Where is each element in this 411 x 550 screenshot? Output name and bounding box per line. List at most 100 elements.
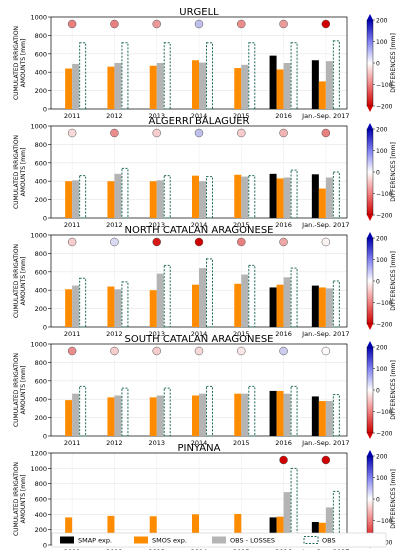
colorbar-tick-label: 100 (376, 39, 388, 46)
smos-bar (192, 284, 199, 327)
smap-bar (311, 396, 319, 436)
difference-marker (279, 128, 288, 138)
colorbar-extend-top (367, 14, 373, 20)
x-tick-label: Jan.-Sep. 2017 (301, 330, 349, 338)
y-tick-label: 600 (35, 496, 47, 504)
colorbar-extend-bottom (367, 215, 373, 221)
smos-bar (65, 181, 73, 218)
smos-bar (276, 69, 284, 109)
obs-losses-bar (72, 393, 80, 436)
colorbar-extend-top (367, 123, 373, 129)
legend-label: OBS (322, 537, 336, 545)
x-tick-label: 2015 (233, 330, 250, 338)
smos-bar (192, 60, 199, 109)
y-axis-label: CUMULATED IRRIGATIONAMOUNTS [mm] (13, 135, 27, 209)
panel-title: URGELL (179, 7, 219, 18)
x-tick-label: 2014 (191, 439, 208, 447)
obs-bar (163, 42, 171, 110)
obs-bar (121, 42, 129, 110)
smos-bar (234, 68, 242, 109)
difference-marker (194, 19, 204, 29)
obs-losses-bar (72, 180, 80, 218)
colorbar-tick-label: 200 (376, 235, 388, 242)
obs-losses-bar (283, 177, 291, 218)
difference-marker (279, 346, 288, 356)
y-tick-label: 0 (43, 324, 47, 332)
smos-bar (149, 516, 157, 545)
y-tick-label: 1000 (30, 123, 47, 131)
difference-marker (237, 128, 246, 138)
x-tick-label: 2012 (106, 112, 123, 120)
y-tick-label: 400 (35, 396, 47, 404)
colorbar-tick-label: −100 (376, 409, 393, 416)
y-tick-label: 800 (35, 141, 47, 149)
x-tick-label: 2013 (148, 330, 165, 338)
obs-bar (206, 176, 213, 219)
smos-bar (65, 400, 73, 436)
obs-bar (121, 387, 129, 437)
obs-losses-bar (283, 63, 291, 109)
y-tick-label: 800 (35, 359, 47, 367)
obs-bar (332, 280, 340, 328)
colorbar-tick-label: −200 (376, 430, 393, 437)
obs-losses-bar (283, 393, 291, 436)
obs-losses-bar (199, 62, 206, 109)
x-tick-label: 2015 (233, 221, 250, 229)
smos-bar (234, 174, 242, 218)
smap-bar (269, 55, 277, 109)
colorbar-tick-label: −100 (376, 82, 393, 89)
smos-bar (192, 175, 199, 218)
x-tick-label: Jan.-Sep. 2017 (301, 548, 349, 550)
colorbar-tick-label: 0 (376, 387, 380, 394)
difference-marker (67, 128, 77, 138)
x-tick-label: 2015 (233, 112, 250, 120)
colorbar-extend-bottom (367, 106, 373, 112)
difference-marker (194, 237, 204, 247)
smos-bar (149, 181, 157, 218)
y-tick-label: 400 (35, 287, 47, 295)
colorbar-label: DIFFERENCES [mm] (390, 251, 397, 311)
colorbar-extend-top (367, 450, 373, 456)
colorbar-tick-label: −200 (376, 321, 393, 328)
colorbar-tick-label: 200 (376, 17, 388, 24)
difference-marker (110, 128, 119, 138)
legend-label: SMOS exp. (152, 537, 187, 545)
y-tick-label: 600 (35, 159, 47, 167)
obs-bar (290, 385, 298, 437)
x-tick-label: 2014 (191, 112, 208, 120)
difference-marker (279, 19, 288, 29)
y-axis-label: CUMULATED IRRIGATIONAMOUNTS [mm] (13, 353, 27, 427)
x-tick-label: Jan.-Sep. 2017 (301, 221, 349, 229)
obs-bar (290, 169, 298, 219)
smap-bar (311, 174, 319, 218)
obs-bar (121, 281, 129, 328)
x-tick-label: 2011 (64, 221, 81, 229)
smos-bar (318, 401, 326, 436)
colorbar-tick-label: −200 (376, 212, 393, 219)
y-tick-label: 200 (35, 526, 47, 534)
y-axis-label: CUMULATED IRRIGATIONAMOUNTS [mm] (13, 26, 27, 100)
panel-title: NORTH CATALAN ARAGONESE (124, 225, 273, 236)
colorbar-label: DIFFERENCES [mm] (390, 360, 397, 420)
legend-label: OBS - LOSSES (230, 537, 275, 545)
x-tick-label: 2012 (106, 439, 123, 447)
colorbar-tick-label: 100 (376, 475, 388, 482)
difference-marker (152, 128, 161, 138)
smos-bar (149, 65, 157, 109)
smap-bar (269, 173, 277, 218)
obs-bar (206, 42, 213, 110)
colorbar-label: DIFFERENCES [mm] (390, 469, 397, 529)
obs-bar (332, 171, 340, 219)
obs-bar (332, 40, 340, 110)
x-tick-label: 2011 (64, 439, 81, 447)
y-tick-label: 400 (35, 178, 47, 186)
colorbar-tick-label: −200 (376, 103, 393, 110)
y-axis-label: CUMULATED IRRIGATIONAMOUNTS [mm] (13, 462, 27, 536)
colorbar-tick-label: 0 (376, 60, 380, 67)
obs-bar (163, 175, 171, 219)
y-tick-label: 600 (35, 50, 47, 58)
difference-marker (321, 19, 331, 29)
x-tick-label: 2012 (106, 548, 123, 550)
